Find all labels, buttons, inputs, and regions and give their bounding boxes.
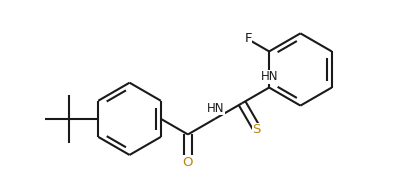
Text: O: O bbox=[183, 156, 193, 169]
Text: HN: HN bbox=[261, 70, 279, 83]
Text: S: S bbox=[252, 123, 261, 136]
Text: HN: HN bbox=[207, 102, 224, 115]
Text: F: F bbox=[244, 32, 252, 45]
